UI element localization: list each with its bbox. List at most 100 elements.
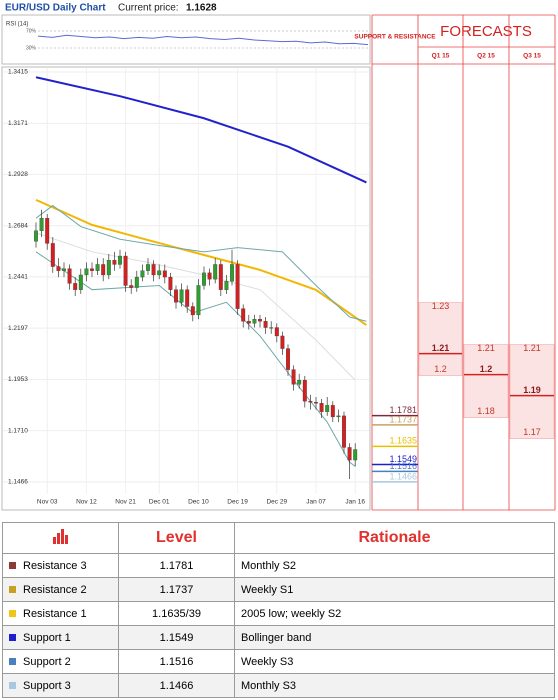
indicator-line	[35, 204, 367, 322]
candle-body	[213, 264, 218, 280]
candle-body	[62, 268, 66, 271]
candle-body	[246, 321, 251, 324]
table-row: Support 2 1.1516 Weekly S3	[2, 649, 555, 674]
candle-body	[179, 289, 184, 303]
candle-body	[45, 218, 50, 244]
rsi-label: RSI (14)	[6, 22, 28, 28]
rationale-header: Rationale	[234, 522, 555, 554]
x-tick-label: Nov 03	[37, 499, 58, 506]
name-cell: Support 2	[2, 649, 119, 674]
chart: EUR/USD Daily Chart Current price: 1.162…	[1, 3, 556, 511]
level-cell: 1.1635/39	[118, 601, 235, 626]
bar-icon	[52, 528, 68, 544]
candle-body	[258, 318, 262, 322]
y-tick-label: 1.1466	[8, 479, 28, 486]
candle-body	[202, 272, 206, 286]
row-name: Support 1	[23, 631, 71, 644]
row-name: Resistance 1	[23, 607, 87, 620]
candle-body	[146, 264, 150, 271]
forecast-value: 1.21	[432, 343, 450, 353]
candle-body	[50, 243, 55, 267]
name-cell: Support 1	[2, 625, 119, 650]
color-swatch	[9, 610, 16, 618]
price-value: 1.1628	[186, 3, 217, 14]
candle-body	[118, 255, 122, 265]
candle-body	[84, 268, 89, 276]
table-row: Resistance 3 1.1781 Monthly S2	[2, 553, 555, 578]
candle-body	[196, 285, 201, 316]
candle-body	[185, 289, 190, 307]
rationale-cell: Monthly S3	[234, 673, 555, 698]
x-tick-label: Jan 07	[306, 499, 326, 506]
table-row: Resistance 1 1.1635/39 2005 low; weekly S2	[2, 601, 555, 626]
candle-body	[308, 401, 313, 403]
name-cell: Resistance 2	[2, 577, 119, 602]
candle-body	[291, 369, 296, 385]
name-cell: Resistance 3	[2, 553, 119, 578]
quarter-label: Q2 15	[477, 53, 495, 60]
forecast-value: 1.17	[523, 427, 541, 437]
y-tick-label: 1.3415	[8, 69, 28, 76]
candle-body	[174, 289, 178, 303]
y-tick-label: 1.2197	[8, 325, 28, 332]
forecast-value: 1.18	[477, 406, 495, 416]
candle-body	[67, 268, 72, 284]
candle-body	[274, 327, 279, 337]
rationale-cell: Bollinger band	[234, 625, 555, 650]
candle-body	[168, 276, 173, 290]
quarter-label: Q3 15	[523, 53, 541, 60]
row-name: Resistance 2	[23, 583, 87, 596]
level-cell: 1.1737	[118, 577, 235, 602]
level-label: 1.1466	[389, 471, 417, 481]
price-panel	[1, 66, 371, 511]
rsi-line	[37, 34, 369, 46]
candle-body	[224, 281, 229, 290]
rsi-tick-label: 30%	[26, 45, 37, 51]
levels-table: Level Rationale Resistance 3 1.1781 Monthl…	[2, 522, 555, 698]
candle-body	[319, 403, 324, 412]
rsi-panel	[1, 14, 371, 65]
table-row: Support 1 1.1549 Bollinger band	[2, 625, 555, 650]
level-label: 1.1635	[389, 436, 417, 446]
candle-body	[353, 449, 358, 461]
level-header: Level	[118, 522, 235, 554]
x-tick-label: Dec 01	[149, 499, 170, 506]
candle-body	[56, 266, 61, 271]
color-swatch	[9, 634, 16, 642]
level-label: 1.1737	[389, 414, 417, 424]
y-tick-label: 1.2928	[8, 171, 28, 178]
rsi-tick-label: 70%	[26, 28, 37, 34]
candle-body	[263, 321, 268, 328]
candle-body	[347, 447, 352, 461]
price-label: Current price:	[118, 3, 179, 14]
forecast-value: 1.23	[432, 301, 450, 311]
candle-body	[241, 308, 246, 322]
indicator-line	[35, 251, 356, 467]
candle-body	[218, 264, 223, 290]
candle-body	[39, 218, 44, 231]
candle-body	[342, 415, 346, 448]
candle-body	[73, 283, 78, 290]
name-cell: Resistance 1	[2, 601, 119, 626]
candle-body	[140, 270, 145, 278]
name-cell: Support 3	[2, 673, 119, 698]
x-tick-label: Jan 16	[345, 499, 365, 506]
candle-body	[34, 230, 38, 242]
y-tick-label: 1.1953	[8, 376, 28, 383]
color-swatch	[9, 562, 16, 570]
candle-body	[157, 270, 162, 276]
rationale-cell: Weekly S3	[234, 649, 555, 674]
candle-body	[235, 264, 240, 309]
color-swatch	[9, 658, 16, 666]
forecast-value: 1.2	[480, 364, 493, 374]
level-cell: 1.1466	[118, 673, 235, 698]
candle-body	[112, 260, 117, 265]
level-cell: 1.1516	[118, 649, 235, 674]
x-tick-label: Dec 19	[227, 499, 248, 506]
row-name: Resistance 3	[23, 559, 87, 572]
forecast-range	[463, 344, 509, 418]
forecast-value: 1.21	[523, 343, 541, 353]
forecast-value: 1.2	[434, 364, 447, 374]
candle-body	[286, 348, 290, 370]
